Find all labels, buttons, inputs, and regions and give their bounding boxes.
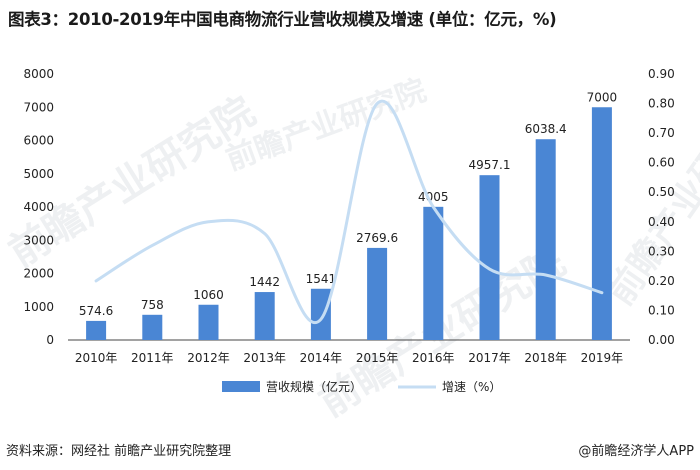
brand-credit: @前瞻经济学人APP [578,444,694,459]
bar-value-label: 1060 [193,288,224,302]
x-tick-label: 2014年 [300,351,343,365]
left-tick-label: 0 [46,333,54,347]
bar-value-label: 4005 [418,190,449,204]
legend-bar-swatch [222,381,260,392]
right-tick-label: 0.50 [648,185,675,199]
left-tick-label: 4000 [23,200,54,214]
right-tick-label: 0.20 [648,274,675,288]
legend-line-label: 增速（%） [442,380,501,394]
chart-title: 图表3：2010-2019年中国电商物流行业营收规模及增速 (单位：亿元，%) [8,10,557,29]
left-tick-label: 8000 [23,67,54,81]
x-tick-label: 2019年 [581,351,624,365]
bar-value-label: 7000 [587,90,618,104]
bar-series: 574.6 758 1060 1442 1541 2769.6 4005 4957.1 6038… [79,90,617,340]
line-series [94,99,604,324]
bar [86,320,107,340]
x-tick-label: 2010年 [75,351,118,365]
right-tick-label: 0.70 [648,126,675,140]
right-tick-label: 0.60 [648,156,675,170]
legend: 营收规模（亿元） 增速（%） [222,379,501,394]
bar [423,206,444,340]
x-tick-label: 2013年 [243,351,286,365]
left-tick-label: 5000 [23,167,54,181]
x-tick-label: 2012年 [187,351,230,365]
legend-bar-label: 营收规模（亿元） [266,379,362,394]
left-tick-label: 1000 [23,300,54,314]
bar-value-label: 6038.4 [525,122,567,136]
x-tick-label: 2016年 [412,351,455,365]
x-tick-label: 2015年 [356,351,399,365]
left-tick-label: 2000 [23,267,54,281]
x-axis: 2010年 2011年 2012年 2013年 2014年 2015年 2016年 2017年… [68,339,630,365]
x-tick-label: 2018年 [524,351,567,365]
bar [367,247,388,340]
bar [254,292,275,340]
bar-value-label: 574.6 [79,304,113,318]
bar-value-label: 758 [141,298,164,312]
growth-line [94,99,604,324]
bar-value-label: 2769.6 [356,231,398,245]
right-tick-label: 0.80 [648,97,675,111]
bar [479,175,500,340]
source-note: 资料来源：网经社 前瞻产业研究院整理 [6,444,232,459]
right-tick-label: 0.90 [648,67,675,81]
left-tick-label: 7000 [23,100,54,114]
right-tick-label: 0.00 [648,333,675,347]
bar [198,304,219,340]
bar-value-label: 1541 [306,272,337,286]
left-y-axis: 0 1000 2000 3000 4000 5000 6000 7000 8000 [23,67,54,347]
left-tick-label: 3000 [23,233,54,247]
bar [591,107,612,340]
left-tick-label: 6000 [23,134,54,148]
x-tick-label: 2017年 [468,351,511,365]
bar [142,314,163,340]
right-tick-label: 0.40 [648,215,675,229]
bar-value-label: 1442 [249,275,280,289]
bar [310,288,331,340]
bar [535,139,556,340]
bar-value-label: 4957.1 [469,158,511,172]
x-tick-label: 2011年 [131,351,174,365]
right-y-axis: 0.00 0.10 0.20 0.30 0.40 0.50 0.60 0.70 0.80 0.90 [648,67,675,347]
right-tick-label: 0.10 [648,303,675,317]
right-tick-label: 0.30 [648,244,675,258]
